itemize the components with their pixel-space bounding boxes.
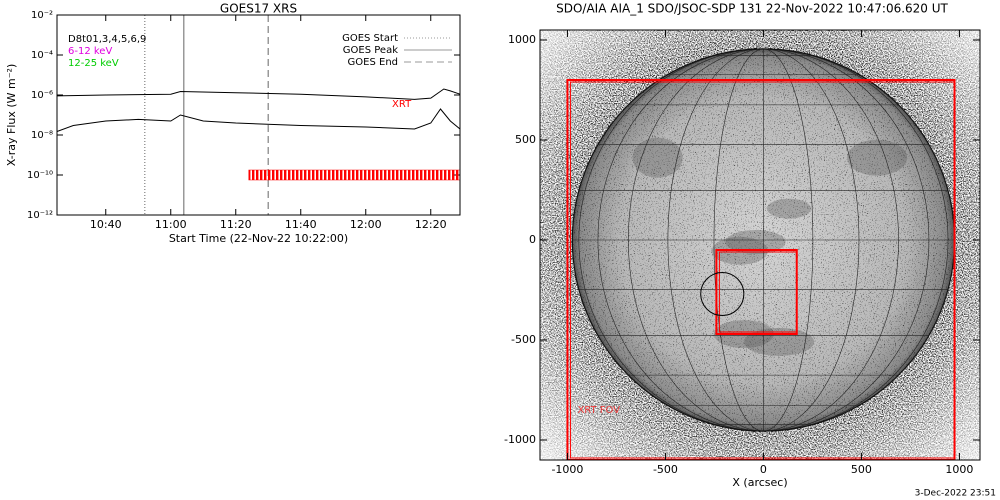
chart-title: GOES17 XRS: [220, 2, 297, 16]
channel-label: 6-12 keV: [68, 46, 112, 57]
x-tick-label: 11:40: [285, 218, 317, 231]
x-tick-label: 12:20: [415, 218, 447, 231]
y-tick-label: 10⁻⁴: [31, 50, 53, 61]
x-tick-label: -1000: [551, 463, 583, 476]
x-tick-label: 10:40: [90, 218, 122, 231]
active-region: [725, 229, 786, 254]
y-tick-label: -1000: [504, 433, 536, 446]
footnote: 3-Dec-2022 23:51: [915, 489, 996, 499]
series-line: [56, 108, 461, 132]
y-tick-label: 10⁻¹²: [27, 210, 53, 221]
fov-label: XRT FOV: [577, 405, 620, 416]
x-axis-label: Start Time (22-Nov-22 10:22:00): [169, 232, 348, 245]
x-tick-label: 12:00: [350, 218, 382, 231]
legend-label: GOES End: [348, 57, 398, 68]
x-tick-label: 500: [851, 463, 872, 476]
series-line: [56, 88, 461, 100]
y-tick-label: 10⁻¹⁰: [27, 170, 53, 181]
x-tick-label: 1000: [945, 463, 973, 476]
y-tick-label: 1000: [508, 33, 536, 46]
y-tick-label: 500: [515, 133, 536, 146]
plot-frame: [56, 14, 461, 216]
channel-label: D8t01,3,4,5,6,9: [68, 34, 146, 45]
x-axis-label: X (arcsec): [732, 476, 787, 489]
disk-detail: [572, 48, 955, 432]
target-circle: [700, 271, 745, 317]
y-tick-label: 10⁻²: [31, 10, 53, 21]
legend-label: GOES Peak: [343, 45, 398, 56]
plot-frame: [539, 29, 981, 461]
legend-label: GOES Start: [342, 33, 398, 44]
y-tick-label: 0: [529, 233, 536, 246]
fov-box: [718, 251, 798, 333]
x-tick-label: 11:00: [155, 218, 187, 231]
active-region: [766, 198, 811, 219]
y-axis-label: X-ray Flux (W m⁻²): [5, 64, 18, 166]
solar-image: XRT FOV: [540, 30, 980, 460]
xrt-label: XRT: [392, 99, 412, 110]
channel-label: 12-25 keV: [68, 58, 119, 69]
x-tick-label: -500: [653, 463, 678, 476]
active-region: [847, 139, 908, 176]
fov-box: [569, 81, 956, 459]
y-tick-label: -500: [511, 333, 536, 346]
goes-panel: GOES17 XRS Start Time (22-Nov-22 10:22:00…: [5, 2, 461, 245]
active-region: [632, 137, 683, 178]
aia-panel: XRT FOV -1000 -500 0 500 1000 -1000 -500 0 500 100…: [504, 2, 996, 499]
chart-title: SDO/AIA AIA_1 SDO/JSOC-SDP 131 22-Nov-20…: [556, 2, 948, 16]
x-tick-label: 0: [760, 463, 767, 476]
y-tick-label: 10⁻⁸: [31, 130, 53, 141]
xrt-coverage: [248, 169, 461, 181]
y-tick-label: 10⁻⁶: [31, 90, 53, 101]
x-tick-label: 11:20: [220, 218, 252, 231]
